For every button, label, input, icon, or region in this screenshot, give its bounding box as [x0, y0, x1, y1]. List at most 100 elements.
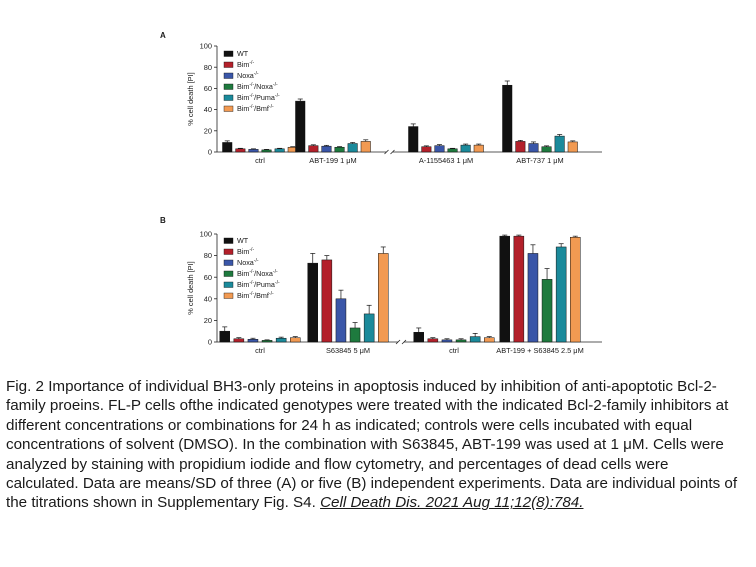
panel-a-label: A — [160, 31, 166, 40]
bar — [347, 143, 358, 153]
x-category-label: S63845 5 μM — [326, 346, 370, 355]
bar — [499, 235, 510, 343]
bar — [363, 313, 375, 343]
legend-swatch — [223, 281, 234, 288]
x-category-label: ABT-199 + S63845 2.5 μM — [496, 346, 583, 355]
x-category-label: ABT-737 1 μM — [516, 156, 563, 165]
legend-label: Bim-/- — [237, 60, 254, 69]
bar — [321, 145, 332, 153]
legend-label: Bim-/- — [237, 247, 254, 256]
panel-a-chart: A 0 20 40 60 80 100 % cell death [PI] ctrl ABT-1… — [160, 31, 602, 165]
y-tick-label: 0 — [208, 148, 212, 157]
bar — [441, 339, 453, 343]
bar — [513, 235, 525, 343]
bar — [408, 126, 419, 153]
axis-break — [384, 149, 389, 155]
y-tick-label: 100 — [200, 42, 212, 51]
x-category-label: ABT-199 1 μM — [309, 156, 356, 165]
bar — [321, 259, 333, 343]
bar — [469, 336, 481, 343]
legend-label: Noxa-/- — [237, 71, 259, 80]
y-axis-label: % cell death [PI] — [186, 261, 195, 314]
legend-swatch — [223, 259, 234, 266]
y-tick-label: 100 — [200, 230, 212, 239]
y-tick-label: 80 — [204, 251, 212, 260]
legend-label: Bim-/-/Bmf-/- — [237, 291, 274, 300]
legend-label: Bim-/-/Puma-/- — [237, 280, 280, 289]
y-tick-label: 80 — [204, 63, 212, 72]
y-tick-label: 40 — [204, 105, 212, 114]
bar — [360, 141, 371, 153]
panel-b-label: B — [160, 216, 166, 225]
y-tick-label: 60 — [204, 84, 212, 93]
bar — [349, 327, 361, 343]
bar — [484, 337, 495, 343]
bar — [447, 148, 458, 153]
bar — [295, 100, 306, 153]
axis-break — [395, 339, 401, 345]
bar — [541, 146, 552, 153]
y-tick-label: 20 — [204, 126, 212, 135]
x-category-label: ctrl — [255, 346, 265, 355]
legend-swatch — [223, 61, 234, 68]
y-axis-label: % cell death [PI] — [186, 72, 195, 125]
legend-swatch — [223, 248, 234, 255]
legend-swatch — [223, 72, 234, 79]
bar — [235, 148, 246, 153]
legend-swatch — [223, 94, 234, 101]
bar — [335, 298, 347, 343]
legend-swatch — [223, 83, 234, 90]
figure-caption: Fig. 2 Importance of individual BH3-only… — [6, 377, 744, 513]
bar — [413, 332, 424, 343]
bar — [427, 338, 439, 343]
bar — [554, 135, 565, 153]
legend-label: Bim-/-/Noxa-/- — [237, 269, 278, 278]
bar — [274, 148, 285, 153]
citation-link[interactable]: Cell Death Dis. 2021 Aug 11;12(8):784. — [320, 494, 584, 512]
y-tick-label: 20 — [204, 316, 212, 325]
legend-swatch — [223, 50, 234, 57]
bar — [473, 144, 484, 153]
bar — [275, 337, 287, 343]
bar — [527, 253, 539, 343]
y-tick-label: 60 — [204, 273, 212, 282]
x-category-label: A-1155463 1 μM — [419, 156, 473, 165]
legend-swatch — [223, 105, 234, 112]
bar — [248, 149, 259, 153]
bar — [222, 142, 233, 153]
bar — [567, 141, 578, 153]
axis-break — [401, 339, 407, 345]
legend-swatch — [223, 270, 234, 277]
legend-label: WT — [237, 236, 249, 245]
bar — [261, 149, 272, 153]
bar — [434, 145, 445, 153]
bar — [233, 338, 245, 343]
panel-b-chart: B 0 20 40 60 80 100 % cell death [PI] ctrl S6384… — [160, 216, 602, 355]
legend-swatch — [223, 292, 234, 299]
axis-break — [390, 149, 395, 155]
legend-label: Bim-/-/Noxa-/- — [237, 82, 278, 91]
legend-swatch — [223, 237, 234, 244]
bar — [570, 236, 581, 343]
legend-label: Noxa-/- — [237, 258, 259, 267]
bar — [515, 141, 526, 153]
bar — [261, 340, 273, 343]
y-tick-label: 0 — [208, 338, 212, 347]
bar — [334, 146, 345, 153]
bar — [290, 337, 301, 343]
bar — [555, 246, 567, 343]
bar — [528, 143, 539, 153]
bar — [378, 253, 389, 343]
bar — [247, 339, 259, 343]
x-category-label: ctrl — [449, 346, 459, 355]
bar — [421, 146, 432, 153]
legend-label: WT — [237, 49, 249, 58]
x-category-label: ctrl — [255, 156, 265, 165]
bar — [308, 145, 319, 153]
legend-label: Bim-/-/Puma-/- — [237, 93, 280, 102]
bar — [460, 144, 471, 153]
y-tick-label: 40 — [204, 294, 212, 303]
caption-text: Fig. 2 Importance of individual BH3-only… — [6, 378, 738, 512]
bar — [307, 262, 318, 343]
